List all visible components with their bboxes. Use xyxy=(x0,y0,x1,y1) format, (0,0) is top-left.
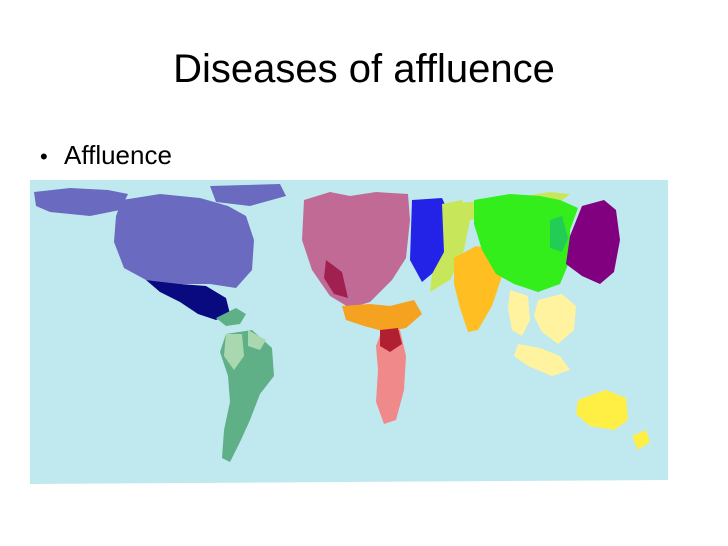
region-indochina xyxy=(508,290,530,336)
region-middle-east xyxy=(430,200,470,292)
region-andes xyxy=(224,334,244,370)
region-east-africa xyxy=(380,328,402,352)
region-mexico xyxy=(146,280,230,320)
bullet-item: • Affluence xyxy=(40,138,172,174)
cartogram-svg xyxy=(30,180,668,494)
region-indonesia xyxy=(514,344,570,376)
bullet-icon: • xyxy=(40,144,48,169)
region-north-america xyxy=(114,194,254,288)
region-alaska xyxy=(34,188,128,216)
region-australia xyxy=(576,390,628,430)
region-africa xyxy=(376,330,406,424)
region-korea xyxy=(550,216,568,252)
bullet-text: Affluence xyxy=(64,140,172,170)
region-east-asia xyxy=(474,194,578,292)
region-japan xyxy=(566,200,620,284)
region-new-zealand xyxy=(632,430,650,450)
region-venezuela xyxy=(248,330,266,350)
slide-title: Diseases of affluence xyxy=(173,47,555,91)
region-antarctica xyxy=(30,480,668,494)
region-central-america xyxy=(216,308,246,326)
region-eastern-europe xyxy=(410,198,452,282)
region-south-asia xyxy=(454,246,502,332)
region-north-africa xyxy=(342,300,422,332)
cartogram-map xyxy=(30,180,668,494)
region-greenland xyxy=(210,184,286,206)
region-iberia xyxy=(324,260,348,298)
region-philippines xyxy=(534,294,576,344)
